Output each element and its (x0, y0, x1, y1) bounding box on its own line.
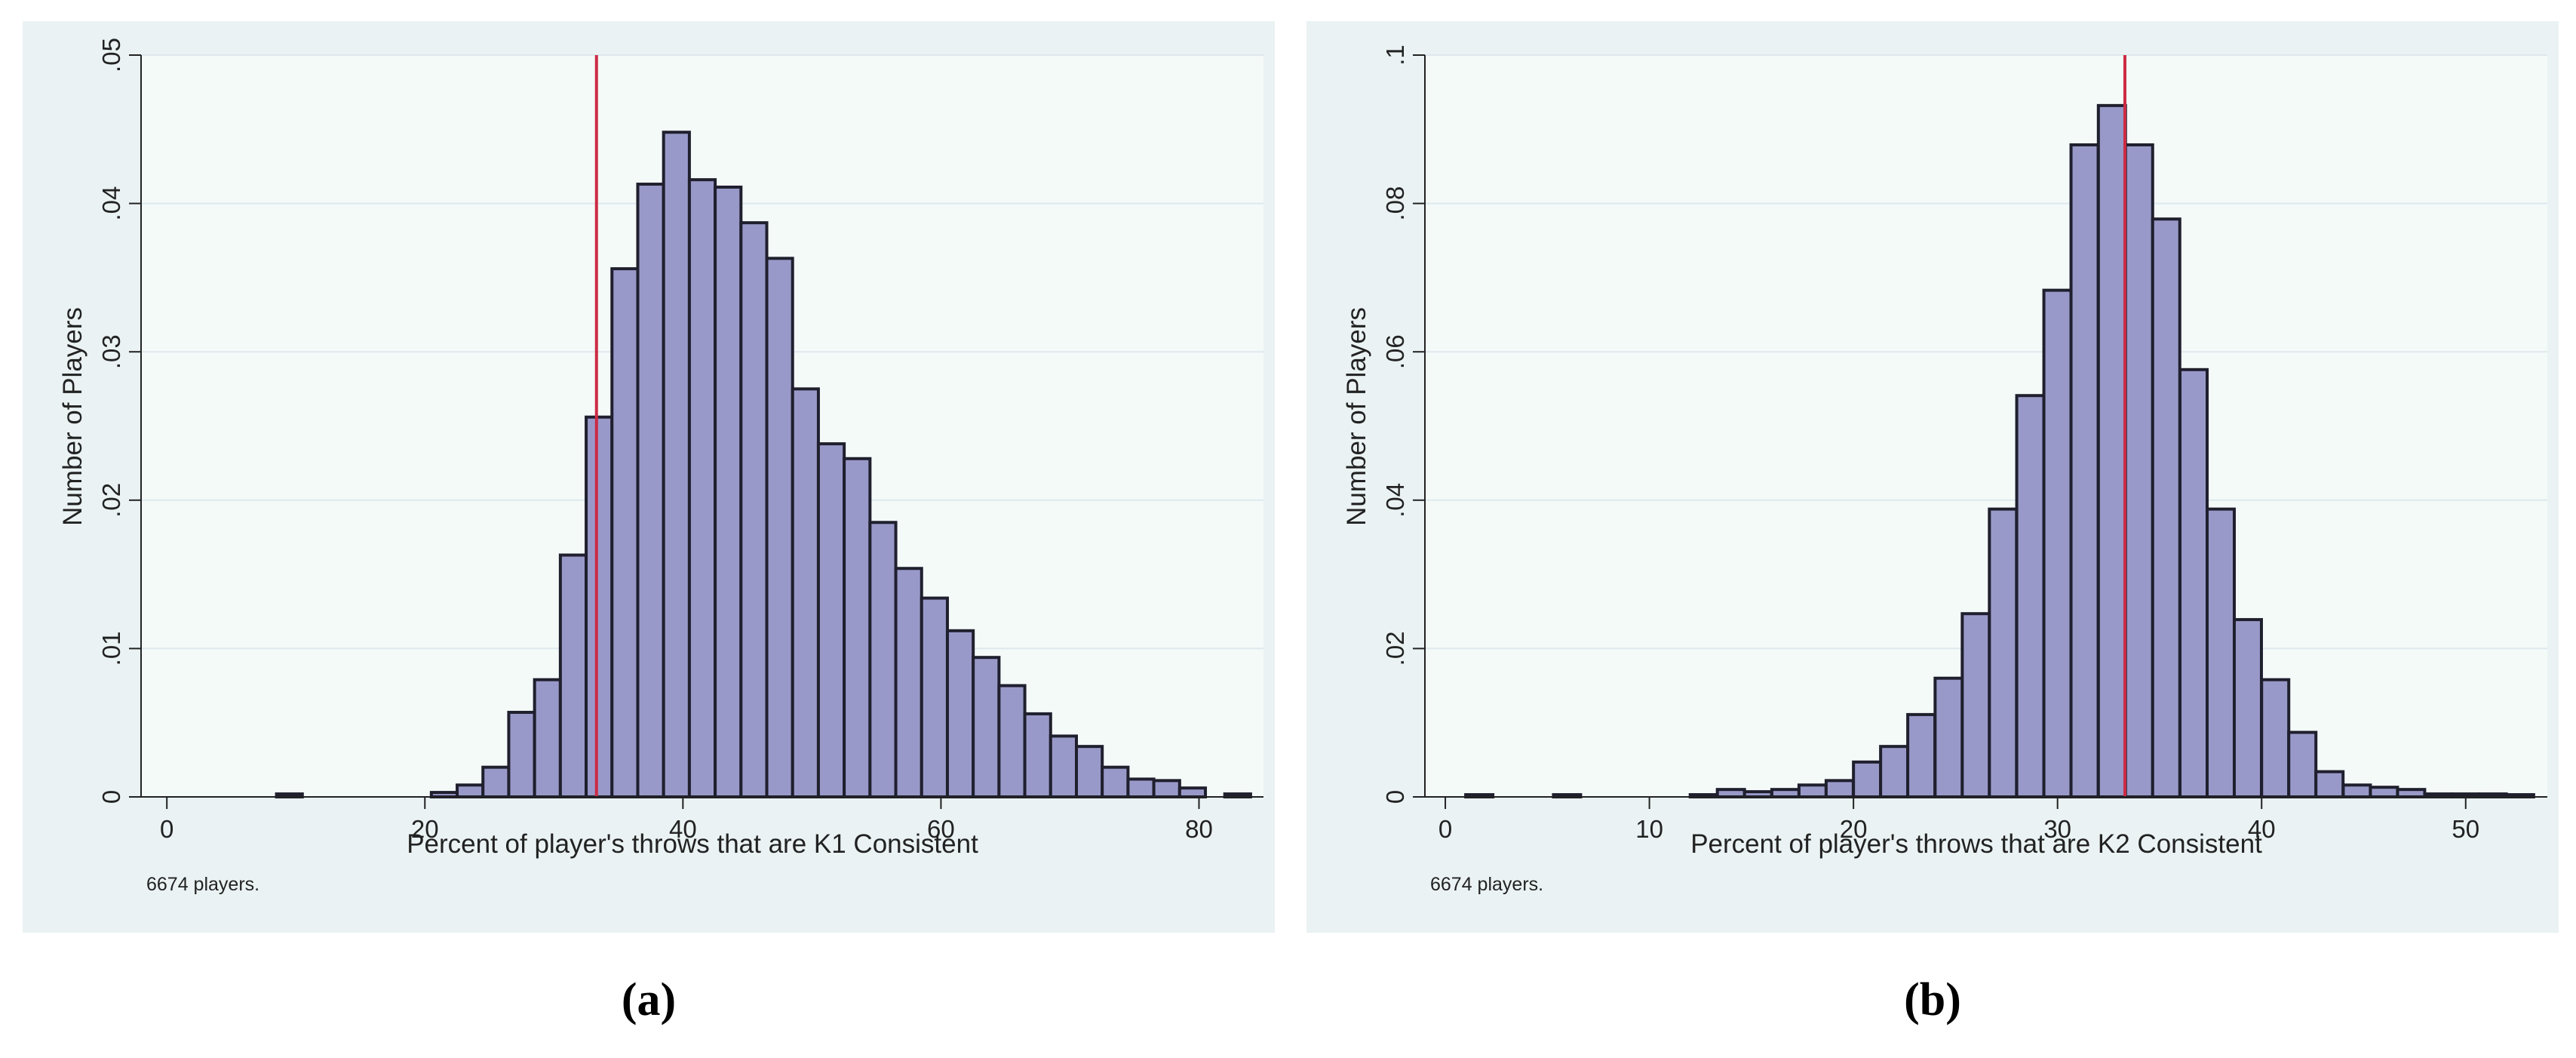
histogram-bar (1101, 765, 1130, 798)
histogram-bar (1177, 786, 1208, 798)
histogram-bar (1715, 788, 1746, 798)
y-tick-label: 0 (97, 790, 125, 804)
x-tick-label: 0 (160, 815, 173, 843)
histogram-bar (2369, 786, 2399, 799)
histogram-bar (1049, 734, 1078, 798)
x-tick-label: 60 (927, 815, 955, 843)
y-axis-label: Number of Players (58, 307, 88, 526)
y-tick-label: 0 (1381, 790, 1409, 804)
y-tick-label: .05 (97, 38, 125, 72)
histogram-bar (2341, 783, 2372, 798)
x-tick-label: 30 (2043, 815, 2071, 843)
y-tick-label: .04 (97, 186, 125, 221)
histogram-bar (1152, 779, 1181, 799)
y-tick-label: .03 (97, 334, 125, 369)
x-tick-label: 40 (669, 815, 697, 843)
chart-panel-a: 0 .01 .02 .03 .04 .05 0 20 40 60 80 Percent of pla… (23, 21, 1275, 933)
histogram-bar (2396, 788, 2427, 798)
histogram-bar (1852, 760, 1883, 799)
histogram-bar (1075, 745, 1104, 799)
axes: 0 .02 .04 .06 .08 .1 0 10 20 30 40 50 (1381, 45, 2547, 843)
histogram-bar (687, 178, 717, 799)
histogram-bar (945, 629, 975, 798)
y-axis-label: Number of Players (1342, 307, 1371, 526)
histogram-bar (2232, 618, 2263, 798)
histogram-bar (2015, 394, 2046, 798)
histogram-bar (2042, 288, 2073, 798)
histogram-bar (1797, 783, 1828, 798)
y-tick-label: .01 (97, 631, 125, 666)
x-tick-label: 10 (1635, 815, 1663, 843)
y-tick-label: .06 (1381, 334, 1409, 369)
histogram-bar (894, 567, 923, 799)
chart-panel-b: 0 .02 .04 .06 .08 .1 0 10 20 30 40 50 Percent of pl… (1306, 21, 2559, 933)
histogram-bar (636, 183, 665, 799)
histogram-bar (2287, 730, 2318, 798)
histogram-bar (533, 678, 562, 798)
histogram-bar (1879, 745, 1910, 799)
x-tick-label: 40 (2248, 815, 2276, 843)
histogram-bar (714, 185, 743, 798)
histogram-bar (2260, 678, 2291, 798)
x-tick-label: 80 (1185, 815, 1213, 843)
histogram-bar (2096, 103, 2127, 799)
histogram-bar (1906, 712, 1937, 799)
y-tick-label: .02 (97, 483, 125, 518)
sample-size-note: 6674 players. (146, 874, 259, 895)
histogram-k1-consistent: 0 .01 .02 .03 .04 .05 0 20 40 60 80 Percent of pla… (58, 38, 1263, 895)
histogram-bar (920, 596, 949, 799)
sample-size-note: 6674 players. (1430, 874, 1543, 895)
histogram-bar (585, 415, 614, 798)
histogram-bar (610, 267, 640, 798)
histogram-bar (816, 442, 846, 798)
histogram-bar (1023, 712, 1052, 798)
histogram-bar (662, 131, 691, 798)
histogram-bar (791, 387, 820, 799)
histogram-bar (1742, 790, 1773, 799)
y-tick-label: .08 (1381, 186, 1409, 221)
x-tick-label: 50 (2452, 815, 2479, 843)
axes: 0 .01 .02 .03 .04 .05 0 20 40 60 80 (97, 38, 1263, 843)
subfigure-label-a: (a) (621, 974, 677, 1026)
y-tick-label: .1 (1381, 45, 1409, 66)
y-tick-label: .04 (1381, 483, 1409, 518)
histogram-bar (481, 765, 511, 798)
histogram-k2-consistent: 0 .02 .04 .06 .08 .1 0 10 20 30 40 50 Percent of pl… (1342, 45, 2547, 895)
histogram-bar (868, 521, 898, 798)
histogram-bar (1933, 676, 1964, 798)
histogram-bar (997, 684, 1027, 798)
histogram-bar (2123, 143, 2154, 798)
x-axis-label: Percent of player's throws that are K1 C… (407, 829, 978, 859)
histogram-bar (2206, 507, 2236, 798)
histogram-bar (1988, 507, 2019, 798)
histogram-bar (765, 257, 794, 799)
x-tick-label: 20 (1840, 815, 1868, 843)
histogram-bar (507, 710, 536, 798)
histogram-bar (843, 457, 872, 798)
histogram-bar (2178, 368, 2209, 798)
histogram-bar (456, 783, 485, 798)
histogram-bar (2314, 770, 2345, 799)
y-tick-label: .02 (1381, 631, 1409, 666)
subfigure-label-b: (b) (1904, 974, 1961, 1026)
x-tick-label: 0 (1438, 815, 1452, 843)
histogram-bar (2151, 217, 2181, 799)
histogram-bar (972, 656, 1001, 798)
histogram-bar (739, 221, 769, 798)
histogram-bar (558, 553, 588, 798)
histogram-bar (1770, 788, 1801, 798)
x-tick-label: 20 (411, 815, 439, 843)
histogram-bar (1960, 612, 1991, 798)
histogram-bar (1126, 777, 1156, 799)
histogram-bar (2069, 143, 2100, 798)
histogram-bar (1824, 779, 1855, 799)
x-axis-label: Percent of player's throws that are K2 C… (1690, 829, 2262, 859)
